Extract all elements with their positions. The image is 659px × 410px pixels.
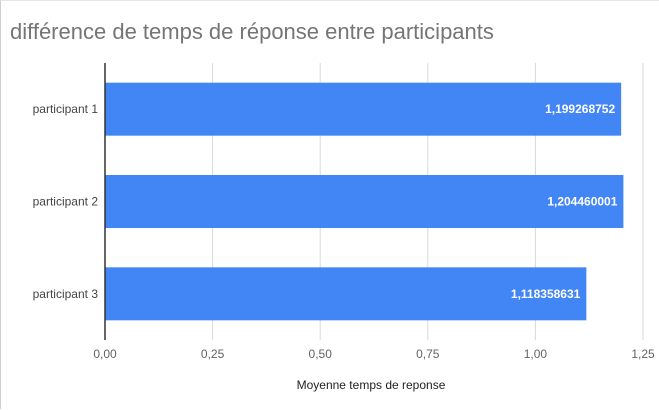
x-tick-label: 1,00 <box>524 347 548 361</box>
category-label: participant 2 <box>33 195 99 209</box>
x-tick-label: 0,00 <box>93 347 117 361</box>
bar <box>105 267 587 321</box>
x-tick-label: 0,25 <box>201 347 225 361</box>
bar <box>105 175 624 228</box>
bar <box>105 82 622 136</box>
data-label: 1,204460001 <box>547 195 617 209</box>
bars <box>105 82 624 321</box>
x-tick-label: 0,50 <box>309 347 333 361</box>
labels: 0,00 0,25 0,50 0,75 1,00 1,25 1,199268752 parti… <box>33 102 655 392</box>
category-label: participant 3 <box>33 287 99 301</box>
data-label: 1,199268752 <box>545 102 615 116</box>
chart-title: différence de temps de réponse entre par… <box>10 19 494 44</box>
data-label: 1,118358631 <box>511 287 581 301</box>
x-tick-label: 1,25 <box>631 347 655 361</box>
category-label: participant 1 <box>33 102 99 116</box>
x-axis-title: Moyenne temps de reponse <box>297 378 446 392</box>
x-tick-label: 0,75 <box>416 347 440 361</box>
